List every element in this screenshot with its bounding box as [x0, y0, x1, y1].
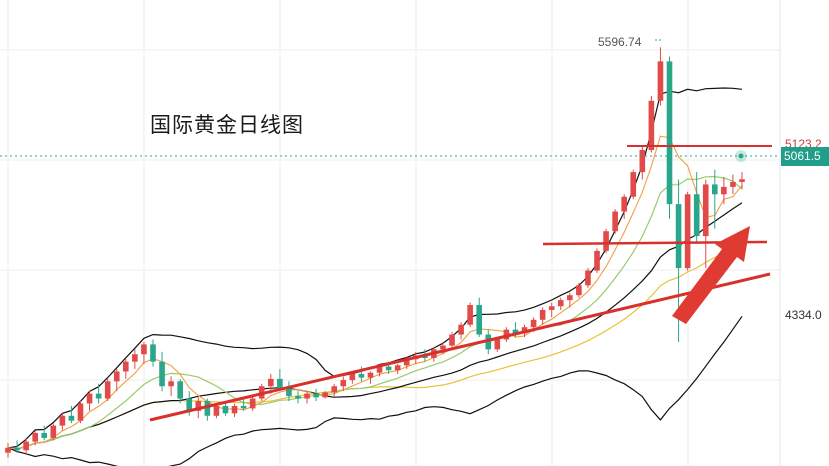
candle-body	[32, 433, 38, 442]
candle-body	[494, 339, 501, 350]
candle-body	[295, 396, 301, 399]
candle-body	[512, 329, 519, 334]
candle-body	[322, 392, 328, 398]
candle-body	[548, 306, 555, 310]
bollinger-lower-line	[7, 315, 743, 466]
candle-body	[132, 354, 138, 362]
candle-body	[585, 270, 591, 286]
candle-body	[267, 378, 274, 387]
candle-body	[539, 309, 546, 320]
candle-body	[86, 393, 93, 404]
current-price-dot	[738, 153, 744, 159]
candle-body	[304, 393, 310, 399]
candle-body	[186, 398, 193, 411]
candle-body	[739, 179, 745, 182]
current-price-badge: 5061.5	[781, 147, 829, 166]
candle-body	[286, 388, 292, 397]
candle-body	[721, 186, 727, 195]
candle-body	[385, 366, 392, 371]
candle-body	[240, 405, 247, 409]
chart-title: 国际黄金日线图	[150, 113, 304, 137]
candle-body	[557, 300, 564, 307]
candle-body	[367, 372, 374, 378]
candle-body	[567, 295, 573, 301]
candle-body	[612, 211, 618, 232]
candle-body	[521, 327, 528, 334]
support-price-label: 4334.0	[785, 308, 822, 322]
candle-body	[213, 405, 220, 416]
ma30-line	[7, 242, 743, 450]
candle-body	[159, 361, 165, 387]
candle-body	[630, 172, 637, 197]
candle-body	[349, 373, 356, 381]
candle-body	[603, 231, 609, 251]
ma20-line	[7, 202, 743, 450]
candle-body	[277, 378, 283, 389]
candle-body	[141, 344, 147, 355]
ma5-line	[7, 135, 743, 450]
candle-body	[313, 393, 319, 398]
candle-body	[231, 405, 238, 414]
candle-body	[177, 381, 183, 399]
candle-body	[458, 324, 464, 335]
candle-body	[712, 184, 718, 195]
candle-body	[168, 381, 174, 387]
candle-body	[403, 359, 410, 366]
trendline-annotation	[149, 272, 771, 422]
candle-body	[449, 334, 455, 346]
candle-body	[14, 447, 20, 451]
candle-body	[68, 415, 75, 421]
candle-body	[195, 401, 202, 411]
candle-body	[77, 403, 84, 421]
candle-body	[476, 305, 483, 335]
candle-body	[113, 371, 120, 382]
candle-body	[204, 401, 211, 416]
candle-body	[104, 381, 111, 399]
candle-body	[222, 405, 229, 414]
candle-body	[331, 386, 338, 393]
bollinger-upper-line	[7, 87, 743, 449]
candle-body	[702, 184, 709, 237]
candle-body	[50, 425, 57, 438]
candle-body	[530, 319, 537, 328]
candle-body	[95, 393, 102, 399]
candle-body	[639, 149, 646, 173]
candle-body	[594, 250, 600, 271]
candle-body	[249, 398, 256, 409]
candle-body	[621, 196, 628, 212]
candle-body	[440, 345, 446, 350]
peak-price-label: 5596.74	[598, 35, 642, 49]
candle-body	[59, 415, 66, 426]
candle-body	[648, 100, 655, 150]
candle-body	[693, 194, 700, 237]
candle-body	[485, 334, 492, 350]
ma10-line	[7, 175, 743, 450]
candle-body	[675, 204, 682, 269]
candle-body	[576, 285, 582, 296]
up-arrow-annotation	[672, 226, 750, 324]
candle-body	[122, 361, 129, 372]
candle-body	[340, 380, 347, 387]
candle-body	[376, 366, 383, 373]
candle-body	[657, 61, 664, 101]
candle-body	[23, 441, 29, 451]
candle-body	[358, 373, 365, 378]
candle-body	[730, 181, 736, 187]
candle-body	[467, 305, 473, 325]
candle-body	[684, 194, 691, 269]
candle-body	[41, 433, 48, 438]
candle-body	[5, 447, 11, 453]
candle-body	[666, 61, 673, 205]
candle-body	[150, 344, 156, 362]
candle-body	[394, 365, 401, 371]
